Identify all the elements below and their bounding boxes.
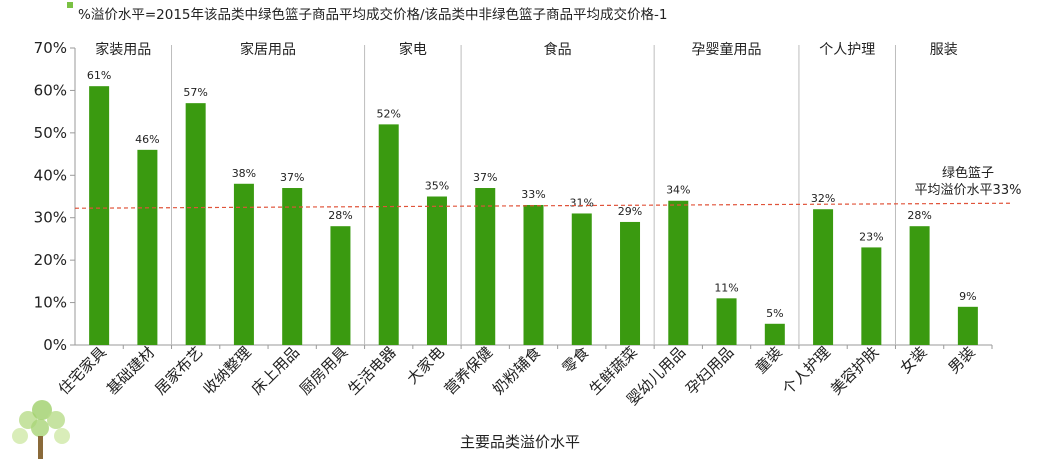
group-label: 服装 <box>930 42 958 58</box>
bar <box>233 183 254 345</box>
y-tick-label: 20% <box>34 251 67 269</box>
data-label: 31% <box>570 196 594 209</box>
data-label: 37% <box>473 171 497 184</box>
data-label: 28% <box>907 209 931 222</box>
bar <box>378 124 399 345</box>
y-tick-label: 50% <box>34 124 67 142</box>
data-label: 46% <box>135 133 159 146</box>
group-label: 个人护理 <box>819 42 875 58</box>
data-label: 38% <box>232 167 256 180</box>
bar <box>716 298 737 345</box>
data-label: 32% <box>811 192 835 205</box>
y-tick-label: 40% <box>34 166 67 184</box>
bar <box>330 226 351 345</box>
reference-line-label: 平均溢价水平33% <box>915 183 1022 198</box>
group-label: 家装用品 <box>95 41 151 58</box>
data-label: 35% <box>425 180 449 193</box>
bar <box>523 204 544 345</box>
data-label: 5% <box>766 307 783 320</box>
data-label: 61% <box>87 69 111 82</box>
category-label: 女装 <box>896 343 930 377</box>
category-label: 大家电 <box>403 343 448 388</box>
data-label: 37% <box>280 171 304 184</box>
bar <box>426 196 447 345</box>
bar <box>620 221 641 345</box>
bar <box>185 103 206 346</box>
category-label: 奶粉辅食 <box>489 343 544 398</box>
category-label: 基础建材 <box>103 343 158 398</box>
data-label: 57% <box>183 86 207 99</box>
y-tick-label: 30% <box>34 209 67 227</box>
data-label: 34% <box>666 184 690 197</box>
category-label: 男装 <box>945 343 979 377</box>
y-tick-label: 70% <box>34 39 67 57</box>
title-accent-square <box>67 2 73 8</box>
category-label: 生活电器 <box>344 343 399 398</box>
y-tick-label: 10% <box>34 294 67 312</box>
category-label: 收纳整理 <box>200 343 255 398</box>
data-label: 33% <box>521 188 545 201</box>
bar <box>764 323 785 345</box>
data-label: 11% <box>714 281 738 294</box>
category-label: 营养保健 <box>441 343 496 398</box>
data-label: 23% <box>859 230 883 243</box>
y-tick-label: 60% <box>34 81 67 99</box>
average-reference-line <box>74 202 1013 209</box>
data-label: 52% <box>376 107 400 120</box>
bar <box>89 86 110 345</box>
x-axis-label: 主要品类溢价水平 <box>460 433 580 451</box>
reference-line-label: 绿色篮子 <box>942 165 994 181</box>
bar <box>475 188 496 345</box>
bar <box>282 188 303 345</box>
data-label: 28% <box>328 209 352 222</box>
bar <box>813 209 834 345</box>
category-label: 零食 <box>559 343 593 377</box>
category-label: 厨房用具 <box>296 343 351 398</box>
category-label: 床上用品 <box>248 343 303 398</box>
bar <box>137 149 158 345</box>
category-label: 童装 <box>752 343 786 377</box>
bar <box>861 247 882 345</box>
chart-title: %溢价水平=2015年该品类中绿色篮子商品平均成交价格/该品类中非绿色篮子商品平… <box>78 6 668 23</box>
group-label: 家居用品 <box>240 41 296 58</box>
category-label: 孕妇用品 <box>682 343 737 398</box>
data-label: 9% <box>959 290 976 303</box>
group-label: 孕婴童用品 <box>692 41 762 58</box>
tree-decoration-icon <box>12 400 70 459</box>
data-label: 29% <box>618 205 642 218</box>
bar <box>571 213 592 345</box>
y-tick-label: 0% <box>43 336 67 354</box>
group-label: 食品 <box>544 41 572 58</box>
category-label: 居家布艺 <box>151 343 206 398</box>
bar <box>668 200 689 345</box>
category-label: 美容护肤 <box>827 343 882 398</box>
category-label: 个人护理 <box>779 343 834 398</box>
bar <box>957 306 978 345</box>
group-label: 家电 <box>399 41 427 58</box>
bar <box>909 226 930 345</box>
